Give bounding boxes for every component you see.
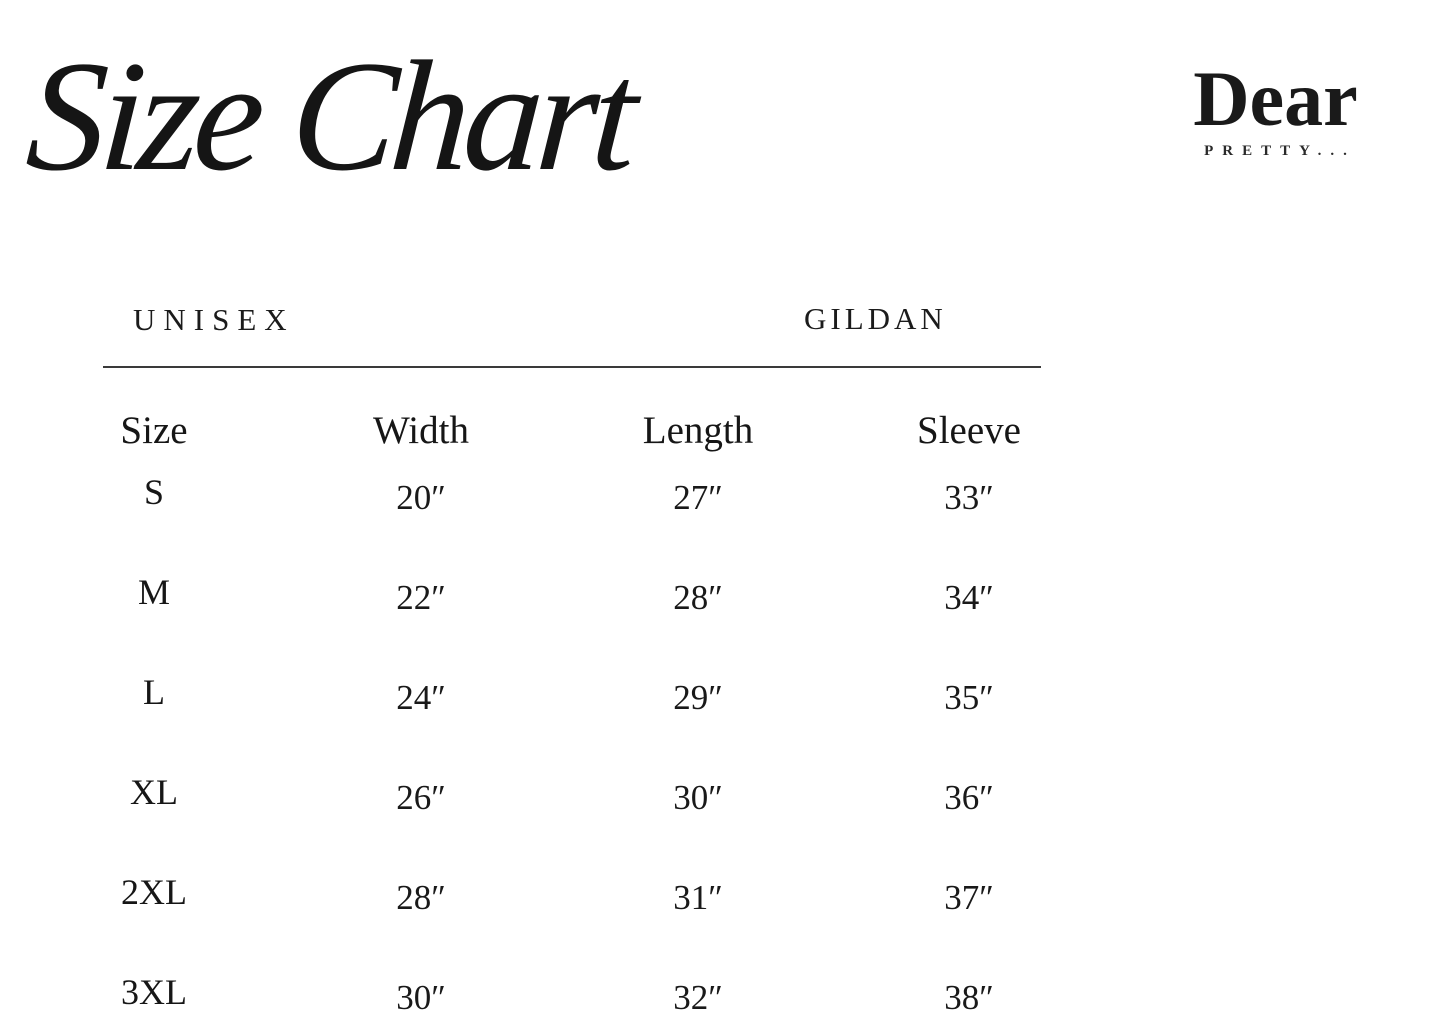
cell-width: 20″ — [396, 478, 446, 517]
cell-length: 30″ — [673, 778, 723, 817]
cell-width: 26″ — [396, 778, 446, 817]
column-header-size: Size — [120, 409, 188, 452]
cell-size: S — [143, 472, 165, 512]
brand-name: Dear — [1193, 55, 1358, 142]
table-row-xl: XL 26″ 30″ 36″ — [103, 755, 1043, 855]
cell-sleeve: 38″ — [944, 978, 994, 1017]
table-header-band: UNISEX GILDAN — [103, 296, 1043, 366]
cell-sleeve: 37″ — [944, 878, 994, 917]
table-row-2xl: 2XL 28″ 31″ 37″ — [103, 855, 1043, 955]
cell-size: M — [137, 572, 171, 612]
brand-tagline: PRETTY... — [1204, 143, 1356, 159]
table-row-s: S 20″ 27″ 33″ — [103, 455, 1043, 555]
cell-width: 30″ — [396, 978, 446, 1017]
header-divider — [103, 366, 1041, 368]
cell-size: 2XL — [121, 872, 187, 912]
cell-sleeve: 34″ — [944, 578, 994, 617]
cell-length: 31″ — [673, 878, 723, 917]
cell-size: XL — [130, 772, 178, 812]
cell-sleeve: 36″ — [944, 778, 994, 817]
table-row-l: L 24″ 29″ 35″ — [103, 655, 1043, 755]
size-table: UNISEX GILDAN Size Width Length Sleeve S… — [103, 296, 1043, 1032]
column-header-sleeve: Sleeve — [917, 409, 1021, 452]
cell-length: 29″ — [673, 678, 723, 717]
page-title: Size Chart — [21, 29, 637, 204]
column-header-width: Width — [373, 409, 469, 452]
cell-length: 28″ — [673, 578, 723, 617]
cell-length: 27″ — [673, 478, 723, 517]
column-header-row: Size Width Length Sleeve — [103, 368, 1043, 455]
cell-sleeve: 35″ — [944, 678, 994, 717]
cell-size: L — [143, 672, 165, 712]
cell-width: 28″ — [396, 878, 446, 917]
brand-logo: Dear PRETTY... — [1178, 60, 1373, 160]
category-label: UNISEX — [133, 302, 295, 337]
cell-size: 3XL — [121, 972, 187, 1012]
table-row-3xl: 3XL 30″ 32″ 38″ — [103, 955, 1043, 1032]
cell-sleeve: 33″ — [944, 478, 994, 517]
brand-label: GILDAN — [804, 301, 947, 336]
column-header-length: Length — [642, 409, 754, 452]
cell-width: 22″ — [396, 578, 446, 617]
cell-length: 32″ — [673, 978, 723, 1017]
table-row-m: M 22″ 28″ 34″ — [103, 555, 1043, 655]
cell-width: 24″ — [396, 678, 446, 717]
